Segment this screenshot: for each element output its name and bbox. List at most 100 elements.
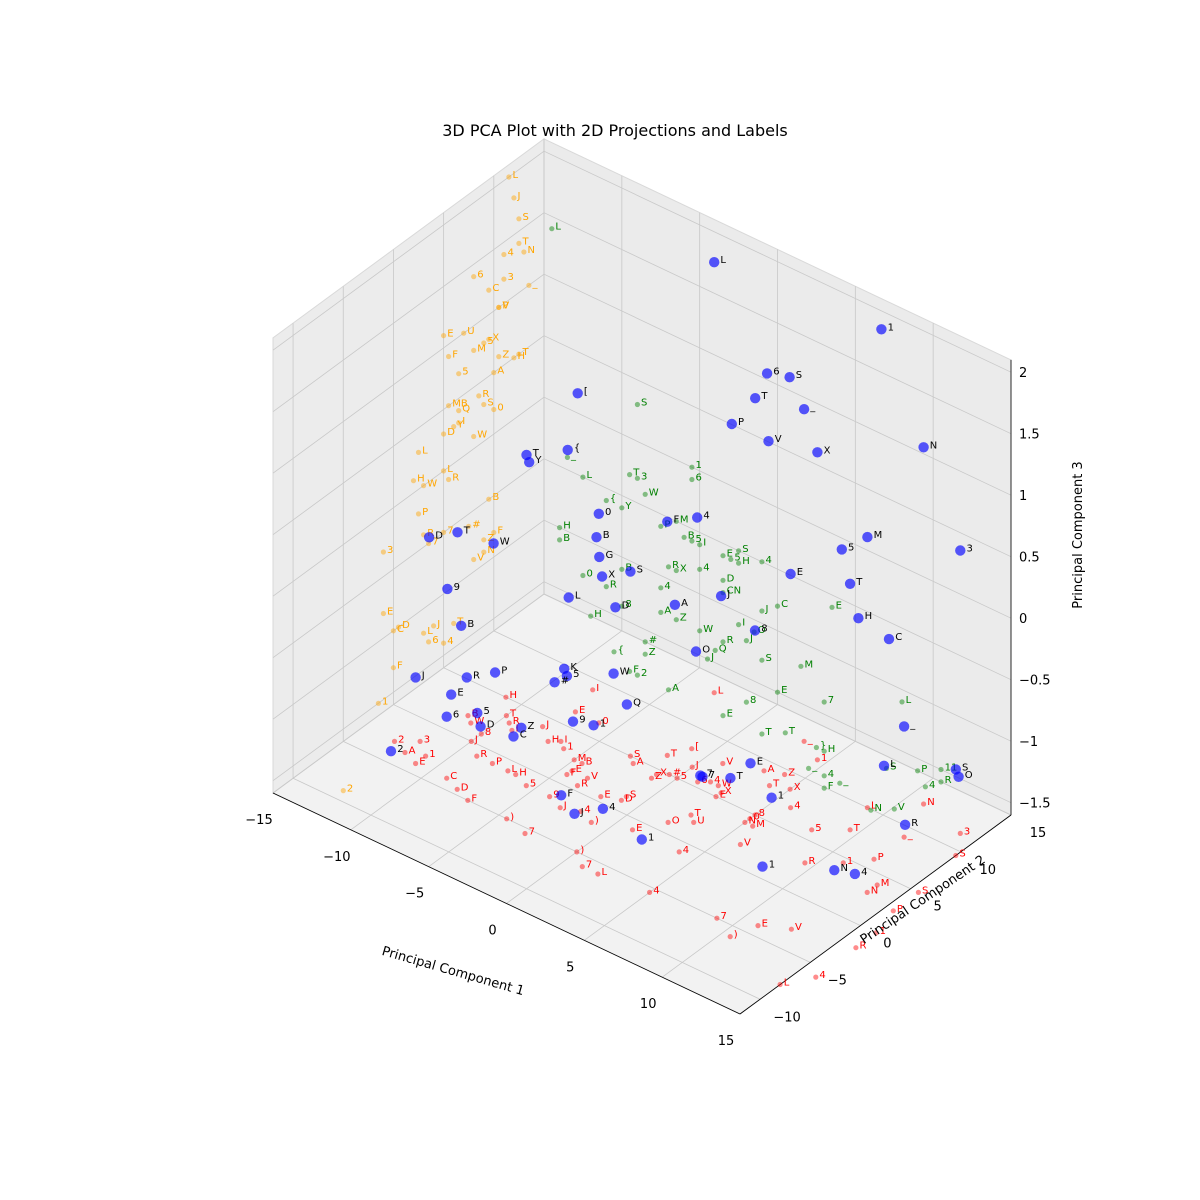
projection-yz-point-label: Q xyxy=(462,404,470,415)
projection-xz-point-label: J xyxy=(710,652,714,663)
projection-xy-point-label: M xyxy=(881,878,890,889)
scatter-3d-point-label: M xyxy=(874,530,883,541)
projection-xy-point-label: J xyxy=(563,801,567,812)
projection-xz-point-label: _ xyxy=(811,761,818,772)
projection-xy-point-label: 5 xyxy=(530,779,536,790)
projection-xy-point-label: S xyxy=(634,749,640,760)
projection-xy-point-label: J xyxy=(545,720,549,731)
projection-xy-point-label: S xyxy=(630,790,636,801)
projection-xz-point-label: N xyxy=(875,803,882,814)
projection-xy-point xyxy=(564,771,570,778)
scatter-3d-point xyxy=(844,578,856,589)
projection-yz-point xyxy=(496,354,502,360)
z-tick-label: 1.5 xyxy=(1019,428,1040,443)
scatter-3d-point xyxy=(757,861,768,872)
projection-xz-point xyxy=(658,609,664,616)
projection-xy-point-label: 7 xyxy=(529,827,535,838)
projection-yz-point-label: Y xyxy=(456,420,464,431)
projection-yz-point-label: MB xyxy=(452,399,468,410)
projection-yz-point-label: N xyxy=(528,245,535,256)
projection-yz-point xyxy=(446,476,452,483)
projection-xz-point-label: Z xyxy=(680,613,687,624)
scatter-3d-point xyxy=(862,531,873,543)
z-tick-label: −0.5 xyxy=(1019,674,1051,689)
scatter-3d-point-label: E xyxy=(797,567,803,578)
grid-y-floor xyxy=(543,593,1012,816)
projection-xz-point-label: Z xyxy=(649,647,656,658)
projection-yz-point xyxy=(471,556,477,563)
scatter-3d-point-label: _ xyxy=(909,719,916,730)
projection-yz-point xyxy=(471,274,477,280)
scatter-3d-point xyxy=(662,516,673,527)
projection-yz-point-label: 0 xyxy=(497,403,503,414)
projection-xy-point xyxy=(689,764,695,770)
projection-xy-point xyxy=(444,775,450,781)
projection-yz-point xyxy=(421,630,427,636)
projection-yz-point xyxy=(415,511,422,517)
projection-xy-point xyxy=(864,805,871,811)
scatter-3d-point-label: H xyxy=(865,611,873,622)
projection-xy-point xyxy=(752,812,758,818)
projection-xz-point xyxy=(580,474,586,480)
projection-xz-point xyxy=(868,807,874,813)
scatter-3d-point-label: L xyxy=(575,591,581,602)
projection-xz-point xyxy=(689,464,695,470)
projection-xz-point-label: 3 xyxy=(641,471,647,482)
projection-xz-point-label: 4 xyxy=(703,562,709,573)
projection-xy-point xyxy=(761,768,767,774)
projection-yz-point xyxy=(456,420,462,426)
projection-xy-point-label: S xyxy=(922,885,928,896)
x-tick-label: −10 xyxy=(323,850,350,865)
scatter-3d-point-label: O xyxy=(965,770,973,781)
scatter-3d-point xyxy=(853,613,864,624)
projection-yz-point-label: 6 xyxy=(477,270,483,281)
projection-xy-point-label: Z xyxy=(788,768,795,779)
projection-yz-point xyxy=(390,665,396,671)
projection-xy-point xyxy=(454,786,460,792)
projection-xy-point-label: R xyxy=(809,856,816,867)
projection-yz-point-label: 5 xyxy=(487,336,493,347)
grid-y-floor xyxy=(493,630,961,853)
projection-xy-point-label: E xyxy=(762,919,768,930)
scatter-3d-point xyxy=(562,444,573,456)
projection-xz-point xyxy=(891,806,897,812)
scatter-3d-point-label: F xyxy=(567,788,573,799)
scatter-3d-point-label: W xyxy=(500,536,510,547)
projection-xz-point-label: T xyxy=(788,726,796,737)
projection-xy-point xyxy=(574,783,581,789)
scatter-3d-point xyxy=(750,393,761,404)
scatter-3d-point xyxy=(524,457,535,468)
grid-x-floor xyxy=(350,630,623,831)
projection-yz-point xyxy=(516,216,522,222)
projection-xy-point xyxy=(557,805,563,811)
scatter-3d-point-label: T xyxy=(736,771,744,782)
projection-xz-point-label: 7 xyxy=(828,695,834,706)
scatter-3d-point xyxy=(588,720,599,731)
projection-yz-point-label: I xyxy=(462,416,465,427)
projection-xy-point xyxy=(618,797,625,803)
scatter-3d-point xyxy=(636,834,647,845)
projection-xy-point xyxy=(814,757,821,763)
projection-yz-point xyxy=(375,700,381,706)
scatter-3d-point xyxy=(812,447,823,458)
projection-xz-point-label: J xyxy=(749,634,753,645)
projection-xz-point-label: I xyxy=(703,538,706,549)
projection-yz-point-label: F xyxy=(397,661,403,672)
projection-xy-point-label: 8 xyxy=(759,808,765,819)
projection-xy-point-label: V xyxy=(591,771,598,782)
scatter-3d-point xyxy=(784,372,795,383)
projection-xy-point xyxy=(871,856,877,862)
scatter-3d-point-label: J xyxy=(726,589,730,600)
scatter-3d-point xyxy=(385,746,397,757)
projection-xy-point xyxy=(755,923,761,929)
scatter-3d-point-label: 7 xyxy=(707,769,713,780)
scatter-3d-point-label: 1 xyxy=(778,791,784,802)
projection-xz-point xyxy=(642,491,648,497)
projection-xz-point xyxy=(603,497,609,504)
projection-xz-point xyxy=(774,689,781,695)
projection-xz-point-label: 4 xyxy=(766,555,772,566)
projection-yz-point-label: 6 xyxy=(432,635,438,646)
projection-xz-point xyxy=(743,699,750,705)
projection-yz-point xyxy=(471,347,477,353)
projection-yz-point-label: L xyxy=(447,464,453,475)
